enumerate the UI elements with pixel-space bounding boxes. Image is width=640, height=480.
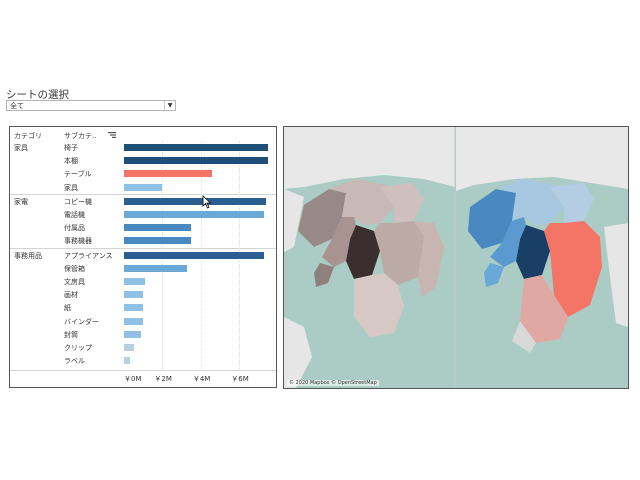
sheet-select-title: シートの選択 [6,89,69,101]
bar[interactable] [124,224,192,232]
map-left-half [284,127,455,388]
bar[interactable] [124,264,188,272]
subcategory-label: 家具 [64,183,78,192]
bar[interactable] [124,291,144,299]
kansai-map [284,127,628,388]
bar-chart-panel[interactable]: カテゴリ サブカテ.. 家具 椅子 本棚 テーブル 家具 家電 コピー機 電話機 付属品 事務機器… [9,126,277,388]
subcategory-label: 本棚 [64,157,78,166]
x-tick-label: ￥6M [231,375,249,384]
subcategory-label: アプライアンス [64,251,113,260]
subcategory-label: 電話機 [64,211,85,219]
bar[interactable] [124,278,146,285]
bar[interactable] [124,344,134,351]
bar[interactable] [124,157,269,165]
group-separator [10,193,276,195]
column-header-category: カテゴリ [14,132,42,140]
map-attribution[interactable]: © 2020 Mapbox © OpenStreetMap [287,380,379,386]
bar[interactable] [124,304,144,312]
map-panel[interactable]: © 2020 Mapbox © OpenStreetMap [283,126,629,389]
column-header-subcategory: サブカテ.. [64,132,97,140]
subcategory-label: 画材 [64,291,78,300]
region-osaka [346,225,380,279]
region-shiga [380,183,424,223]
map-right-half [456,127,628,388]
bar[interactable] [124,317,144,325]
x-tick-label: ￥0M [124,375,142,384]
region-wakayama-b [520,275,568,343]
subcategory-label: 椅子 [64,144,78,152]
bar[interactable] [124,144,269,151]
bar[interactable] [124,237,192,245]
subcategory-label: 紙 [64,304,71,313]
subcategory-label: テーブル [64,170,92,179]
subcategory-label: ラベル [64,357,85,366]
region-kyoto-b [496,179,564,225]
subcategory-label: 付属品 [64,224,85,233]
subcategory-label: 封筒 [64,330,78,339]
group-separator [10,247,276,249]
bar[interactable] [124,330,142,338]
x-tick-label: ￥2M [154,375,172,384]
bar[interactable] [124,211,265,218]
region-mie [414,221,444,297]
region-hyogo [322,217,356,267]
region-shiga-b [550,183,594,223]
bar[interactable] [124,170,213,178]
region-nara-b [544,221,602,317]
region-southwest-b [512,321,536,353]
region-hyogo-north-b [468,189,516,249]
mouse-cursor-icon [202,195,212,209]
region-kyoto [329,179,394,225]
subcategory-label: クリップ [64,344,92,352]
subcategory-label: 文房具 [64,278,85,286]
region-awaji-b [484,263,504,287]
sheet-select-value: 全て [10,102,24,110]
region-nara [374,221,424,285]
subcategory-label: 事務機器 [64,237,92,246]
subcategory-label: バインダー [64,317,99,326]
region-osaka-b [516,225,550,279]
x-tick-label: ￥4M [192,375,211,384]
sort-icon[interactable] [108,131,116,139]
subcategory-label: コピー機 [64,197,92,206]
axis-line [10,370,276,372]
region-hyogo-b [490,217,526,267]
bar[interactable] [124,197,267,205]
region-wakayama [354,273,404,337]
bar[interactable] [124,251,265,259]
category-label: 事務用品 [14,251,42,260]
sheet-select-dropdown[interactable]: 全て ▼ [6,100,176,111]
chevron-down-icon[interactable]: ▼ [164,101,175,110]
category-label: 家電 [14,197,28,206]
bar[interactable] [124,183,163,191]
bar[interactable] [124,357,130,365]
subcategory-label: 保管箱 [64,264,85,273]
category-label: 家具 [14,144,28,152]
region-awaji [314,263,334,287]
region-hyogo-north [298,189,346,247]
